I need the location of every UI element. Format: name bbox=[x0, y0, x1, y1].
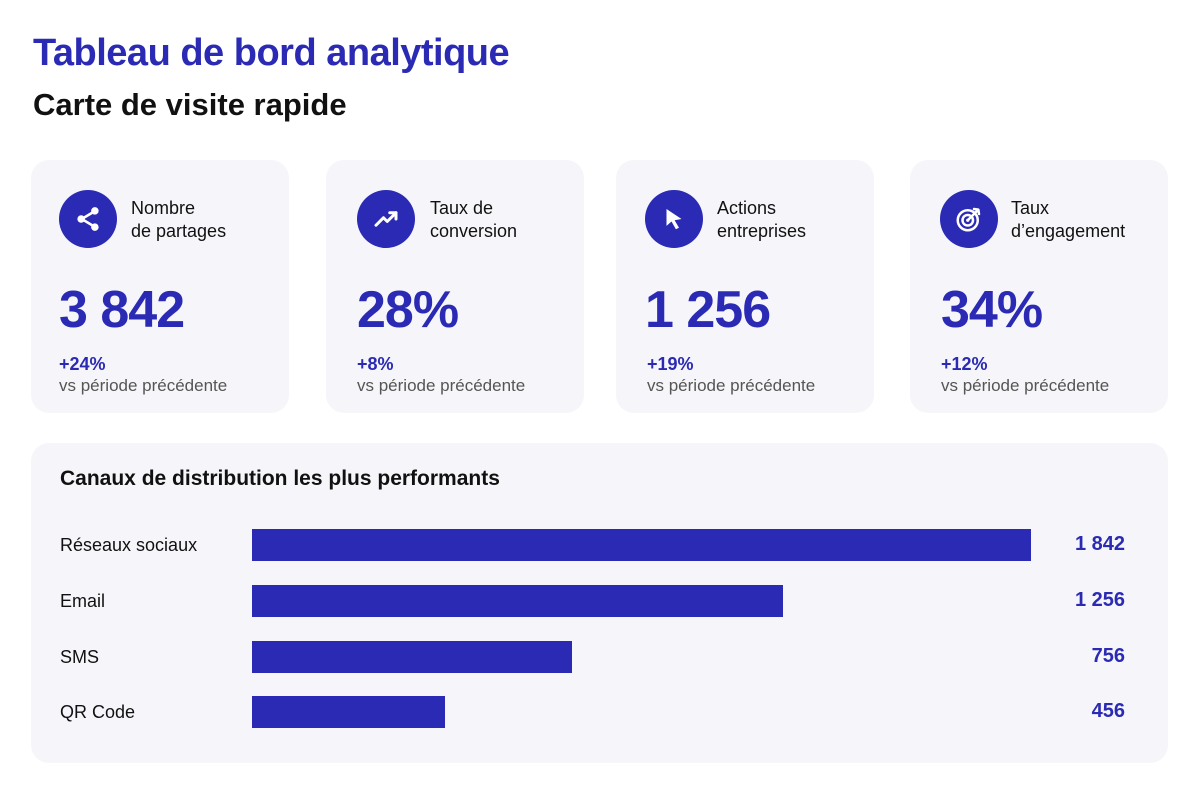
kpi-change: +24% bbox=[59, 354, 106, 374]
kpi-label-line: Taux bbox=[1011, 198, 1050, 218]
channel-value: 756 bbox=[1091, 645, 1125, 667]
kpi-change: +12% bbox=[941, 354, 988, 374]
kpi-label: Actions entreprises bbox=[717, 197, 806, 243]
kpi-label: Nombre de partages bbox=[131, 197, 226, 243]
kpi-label-line: de partages bbox=[131, 221, 227, 241]
channel-value: 1 842 bbox=[1074, 533, 1125, 555]
kpi-value: 34% bbox=[941, 281, 1043, 339]
channels-card: Canaux de distribution les plus performa… bbox=[31, 443, 1168, 763]
channel-name: QR Code bbox=[60, 702, 136, 722]
share-icon bbox=[59, 190, 117, 248]
channel-row[interactable]: Réseaux sociaux 1 842 bbox=[31, 529, 1168, 561]
kpi-label-line: Taux de bbox=[430, 198, 494, 218]
kpi-label: Taux d’engagement bbox=[1011, 197, 1125, 243]
trend-up-icon bbox=[357, 190, 415, 248]
cursor-icon bbox=[645, 190, 703, 248]
kpi-label-line: Nombre bbox=[131, 198, 196, 218]
channels-title: Canaux de distribution les plus performa… bbox=[60, 467, 500, 490]
channel-bar bbox=[252, 641, 572, 673]
kpi-change: +8% bbox=[357, 354, 394, 374]
channel-bar bbox=[252, 696, 445, 728]
kpi-compare: vs période précédente bbox=[941, 376, 1110, 395]
kpi-label-line: Actions bbox=[717, 198, 777, 218]
kpi-label-line: conversion bbox=[430, 221, 518, 241]
kpi-change: +19% bbox=[647, 354, 694, 374]
channel-name: Réseaux sociaux bbox=[60, 535, 198, 555]
kpi-card-shares[interactable]: Nombre de partages 3 842 +24% vs période… bbox=[31, 160, 289, 413]
page-subtitle: Carte de visite rapide bbox=[33, 87, 347, 122]
kpi-value: 28% bbox=[357, 281, 459, 339]
kpi-compare: vs période précédente bbox=[647, 376, 816, 395]
kpi-compare: vs période précédente bbox=[357, 376, 526, 395]
channel-row[interactable]: SMS 756 bbox=[31, 641, 1168, 673]
kpi-value: 1 256 bbox=[645, 281, 771, 339]
target-icon bbox=[940, 190, 998, 248]
channel-row[interactable]: Email 1 256 bbox=[31, 585, 1168, 617]
channel-value: 1 256 bbox=[1074, 589, 1125, 611]
kpi-label-line: d’engagement bbox=[1011, 221, 1126, 241]
channel-name: Email bbox=[60, 591, 106, 611]
kpi-card-engagement[interactable]: Taux d’engagement 34% +12% vs période pr… bbox=[910, 160, 1168, 413]
channel-row[interactable]: QR Code 456 bbox=[31, 696, 1168, 728]
channel-value: 456 bbox=[1091, 700, 1125, 722]
page-title: Tableau de bord analytique bbox=[33, 32, 510, 74]
kpi-value: 3 842 bbox=[59, 281, 185, 339]
kpi-compare: vs période précédente bbox=[59, 376, 228, 395]
kpi-card-actions[interactable]: Actions entreprises 1 256 +19% vs périod… bbox=[616, 160, 874, 413]
channel-bar bbox=[252, 585, 783, 617]
kpi-label: Taux de conversion bbox=[430, 197, 517, 243]
channel-bar bbox=[252, 529, 1031, 561]
kpi-card-conversion[interactable]: Taux de conversion 28% +8% vs période pr… bbox=[326, 160, 584, 413]
kpi-label-line: entreprises bbox=[717, 221, 807, 241]
channel-name: SMS bbox=[60, 647, 100, 667]
